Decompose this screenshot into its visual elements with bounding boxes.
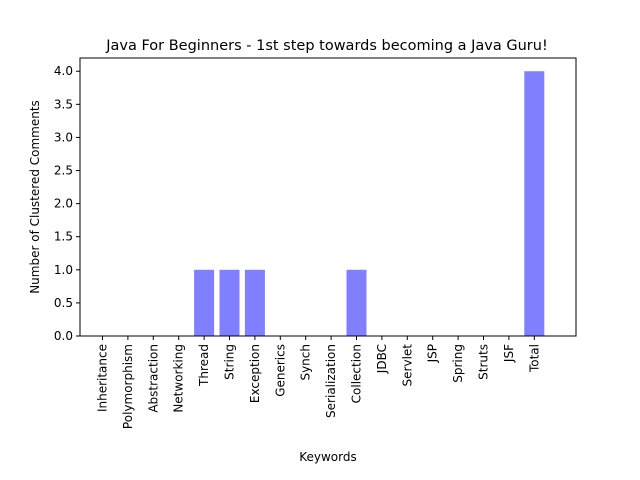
x-axis-label: Keywords	[299, 450, 357, 464]
x-tick-label: Synch	[299, 344, 313, 381]
x-tick-label: Thread	[197, 344, 211, 387]
bar-collection	[346, 269, 367, 336]
x-tick-label: Servlet	[400, 344, 414, 387]
x-tick-label: JSP	[426, 344, 440, 363]
y-tick-label: 3.0	[54, 130, 73, 144]
y-tick-label: 0.5	[54, 296, 73, 310]
x-tick-label: Spring	[451, 344, 465, 383]
x-tick-label: Collection	[350, 344, 364, 403]
x-tick-label: Exception	[248, 344, 262, 403]
y-tick-label: 1.0	[54, 263, 73, 277]
y-tick-label: 2.5	[54, 164, 73, 178]
y-axis-label: Number of Clustered Comments	[28, 100, 42, 294]
x-axis: Inheritance Polymorphism Abstraction Networ…	[96, 336, 541, 429]
plot-frame	[79, 57, 577, 337]
bar-thread	[194, 269, 215, 336]
bar-exception	[244, 269, 265, 336]
x-tick-label: JSF	[502, 344, 516, 363]
x-tick-label: Generics	[273, 344, 287, 397]
x-tick-label: Serialization	[324, 344, 338, 418]
y-axis: 0.0 0.5 1.0 1.5 2.0 2.5 3.0 3.5 4.0	[54, 64, 80, 343]
x-tick-label: String	[223, 344, 237, 380]
y-tick-label: 3.5	[54, 97, 73, 111]
x-tick-label: Struts	[477, 344, 491, 380]
bar-total	[524, 71, 545, 336]
x-tick-label: Polymorphism	[121, 344, 135, 429]
y-tick-label: 1.5	[54, 230, 73, 244]
x-tick-label: Networking	[172, 344, 186, 413]
y-tick-label: 4.0	[54, 64, 73, 78]
x-tick-label: Total	[527, 344, 541, 373]
bar-string	[219, 269, 240, 336]
chart-title: Java For Beginners - 1st step towards be…	[105, 38, 548, 54]
x-tick-label: Inheritance	[96, 344, 110, 412]
y-tick-label: 0.0	[54, 329, 73, 343]
bars-group	[194, 71, 545, 336]
y-tick-label: 2.0	[54, 197, 73, 211]
x-tick-label: JDBC	[375, 344, 389, 374]
x-tick-label: Abstraction	[146, 344, 160, 413]
